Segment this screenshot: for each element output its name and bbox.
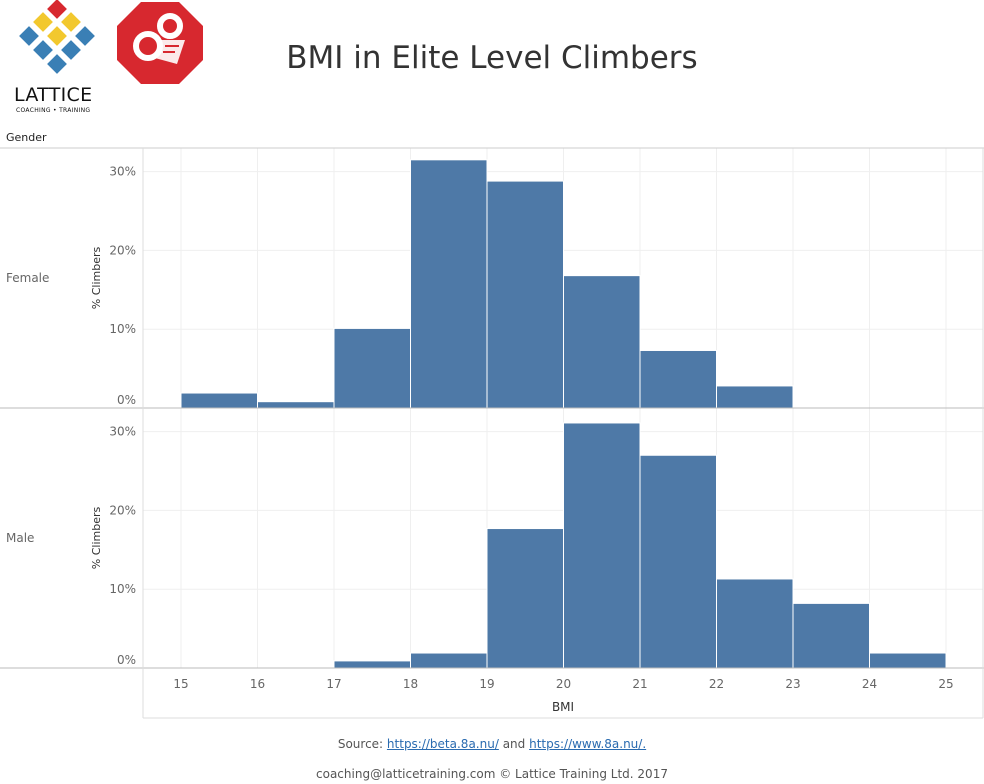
x-tick-label: 15 xyxy=(173,677,188,691)
male-bar-21-22 xyxy=(639,454,717,669)
male-bar-18-19 xyxy=(410,652,488,669)
female-ytick-label: 30% xyxy=(109,165,136,179)
x-tick-label: 21 xyxy=(632,677,647,691)
lattice-logo-text: LATTICE xyxy=(14,84,93,106)
logo-diamond-red xyxy=(47,0,67,19)
female-bar-22-23 xyxy=(716,385,794,409)
x-tick-label: 19 xyxy=(479,677,494,691)
x-tick-label: 23 xyxy=(785,677,800,691)
female-bar-21-22 xyxy=(639,349,717,409)
copyright-footer: coaching@latticetraining.com © Lattice T… xyxy=(316,767,668,781)
female-bar-18-19 xyxy=(410,159,488,409)
source-link-beta[interactable]: https://beta.8a.nu/ xyxy=(386,737,499,751)
frame-layer xyxy=(0,147,984,719)
logo-diamond-blue-4 xyxy=(61,40,81,60)
female-facet-label: Female xyxy=(6,271,49,285)
male-facet-label: Male xyxy=(6,531,34,545)
male-ytick-label: 20% xyxy=(109,503,136,517)
female-bar-19-20 xyxy=(486,180,564,409)
male-bar-17-18 xyxy=(333,660,411,669)
female-bar-16-17 xyxy=(257,401,335,409)
text-layer: 0% 10% 20% 30% Female % Climbers 0% 10% 20% 30% Ma… xyxy=(6,165,954,714)
female-ytick-label: 0% xyxy=(117,393,136,407)
male-ytick-label: 10% xyxy=(109,582,136,596)
female-bar-20-21 xyxy=(563,275,641,409)
bar-layer xyxy=(180,159,947,669)
male-ytick-label: 30% xyxy=(109,425,136,439)
female-ytick-label: 20% xyxy=(109,243,136,257)
x-axis-title: BMI xyxy=(552,700,574,714)
source-prefix: Source: xyxy=(337,737,387,751)
male-bar-24-25 xyxy=(869,652,947,669)
female-bar-17-18 xyxy=(333,327,411,409)
male-y-axis-title: % Climbers xyxy=(90,507,103,570)
lattice-logo-subtext: COACHING • TRAINING xyxy=(16,107,91,114)
page-title: BMI in Elite Level Climbers xyxy=(286,40,698,76)
x-tick-label: 22 xyxy=(709,677,724,691)
x-tick-label: 20 xyxy=(556,677,571,691)
logo-diamond-yellow-right xyxy=(61,12,81,32)
x-tick-label: 25 xyxy=(938,677,953,691)
male-ytick-label: 0% xyxy=(117,653,136,667)
male-bar-22-23 xyxy=(716,578,794,669)
male-bar-19-20 xyxy=(486,528,564,669)
female-ytick-label: 10% xyxy=(109,322,136,336)
female-bar-15-16 xyxy=(180,392,258,409)
lattice-logo xyxy=(19,0,95,74)
x-tick-label: 16 xyxy=(250,677,265,691)
female-y-axis-title: % Climbers xyxy=(90,247,103,310)
8a-logo xyxy=(117,2,203,84)
logo-diamond-blue-2 xyxy=(75,26,95,46)
x-tick-label: 18 xyxy=(403,677,418,691)
source-and: and xyxy=(498,737,530,751)
source-line: Source: https://beta.8a.nu/ and https://… xyxy=(0,737,984,751)
facet-header: Gender xyxy=(6,131,47,144)
bmi-histogram-chart: 0% 10% 20% 30% Female % Climbers 0% 10% 20% 30% Ma… xyxy=(0,147,984,719)
x-tick-label: 24 xyxy=(862,677,877,691)
x-tick-label: 17 xyxy=(326,677,341,691)
logo-diamond-yellow-left xyxy=(33,12,53,32)
male-bar-23-24 xyxy=(792,602,870,669)
source-link-www[interactable]: https://www.8a.nu/. xyxy=(529,737,647,751)
male-bar-20-21 xyxy=(563,422,641,669)
